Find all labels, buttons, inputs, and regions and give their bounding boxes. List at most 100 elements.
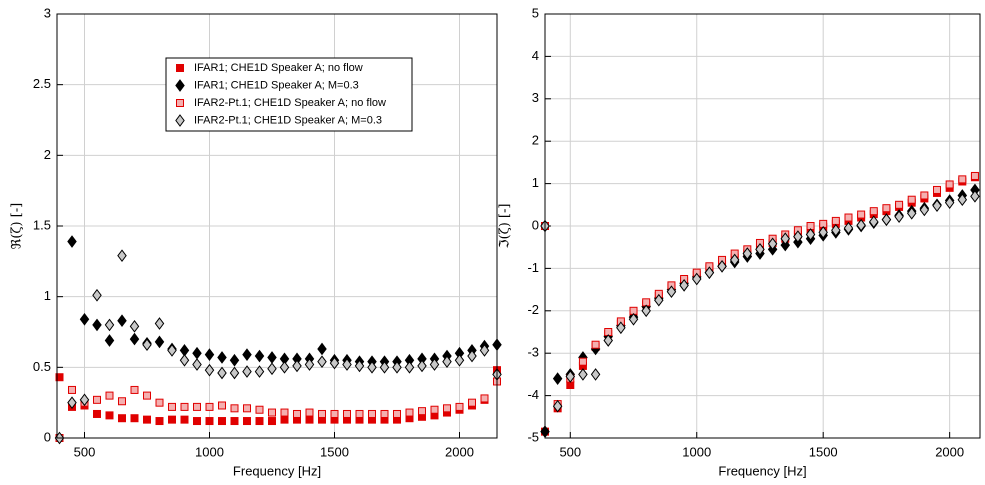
data-point <box>831 216 840 225</box>
data-point <box>218 417 226 426</box>
data-point <box>442 355 452 369</box>
data-point <box>443 404 451 413</box>
data-point <box>154 317 165 330</box>
x-tick-label: 1000 <box>682 444 711 459</box>
data-point <box>93 395 101 404</box>
data-point <box>254 349 265 363</box>
data-point <box>279 361 290 374</box>
data-point <box>552 372 563 385</box>
data-point <box>92 318 102 332</box>
data-point <box>379 361 390 374</box>
data-point <box>104 334 115 347</box>
data-point <box>856 218 866 232</box>
data-point <box>305 408 314 417</box>
x-tick-label: 500 <box>559 444 581 459</box>
y-tick-label: 2 <box>44 147 51 162</box>
data-point <box>405 408 414 417</box>
data-point <box>168 402 176 411</box>
data-point <box>243 417 251 426</box>
data-point <box>355 409 364 418</box>
y-tick-label: -5 <box>527 429 539 444</box>
data-point <box>454 353 465 367</box>
data-point <box>907 195 916 204</box>
x-tick-label: 2000 <box>445 444 474 459</box>
y-tick-label: -1 <box>527 260 539 275</box>
data-point <box>717 259 727 273</box>
data-point <box>831 223 841 237</box>
data-point <box>793 230 803 243</box>
data-point <box>780 238 791 252</box>
legend-marker <box>175 114 185 127</box>
x-tick-label: 500 <box>74 444 96 459</box>
legend-label: IFAR2-Pt.1; CHE1D Speaker A; M=0.3 <box>194 114 382 126</box>
data-point <box>869 207 878 216</box>
data-point <box>104 318 115 332</box>
data-point <box>957 193 968 207</box>
data-point <box>628 312 639 326</box>
data-point <box>843 221 854 235</box>
data-point <box>118 414 126 423</box>
data-point <box>143 391 151 400</box>
data-point <box>180 402 189 411</box>
y-tick-label: 4 <box>532 48 539 63</box>
data-point <box>255 417 264 426</box>
data-point <box>117 314 127 328</box>
data-point <box>317 342 327 356</box>
data-point <box>317 355 327 369</box>
data-point <box>92 288 102 302</box>
data-point <box>654 293 664 307</box>
x-tick-label: 1500 <box>320 444 349 459</box>
data-point <box>616 321 626 335</box>
data-point <box>945 180 954 189</box>
data-point <box>79 393 90 407</box>
data-point <box>679 279 689 292</box>
data-point <box>591 340 600 349</box>
data-point <box>895 200 904 209</box>
data-point <box>844 213 853 222</box>
data-point <box>417 359 427 373</box>
data-point <box>418 407 426 416</box>
data-point <box>280 408 289 417</box>
y-tick-label: -4 <box>527 387 539 402</box>
x-tick-label: 2000 <box>935 444 964 459</box>
data-point <box>193 402 201 411</box>
data-point <box>590 368 601 381</box>
data-point <box>578 368 588 381</box>
data-point <box>578 357 587 366</box>
plot-frame <box>544 13 981 439</box>
data-point <box>691 272 702 286</box>
data-point <box>755 242 765 256</box>
data-point <box>780 232 791 246</box>
x-tick-label: 1000 <box>195 444 224 459</box>
data-point <box>193 417 201 426</box>
data-point <box>343 409 351 418</box>
data-point <box>168 415 176 424</box>
data-point <box>392 361 402 374</box>
data-point <box>305 415 314 424</box>
data-point <box>117 249 127 263</box>
data-point <box>906 206 917 220</box>
data-point <box>204 363 215 377</box>
y-tick-label: 0 <box>532 217 539 232</box>
data-point <box>230 417 239 426</box>
data-point <box>105 391 114 400</box>
x-axis-label: Frequency [Hz] <box>233 463 321 478</box>
data-point <box>933 185 942 194</box>
data-point <box>292 359 302 373</box>
data-point <box>881 213 892 226</box>
data-point <box>268 408 276 417</box>
data-point <box>267 362 277 376</box>
y-tick-label: 0.5 <box>33 359 51 374</box>
data-point <box>552 399 563 413</box>
data-point <box>67 396 77 409</box>
data-point <box>55 373 64 382</box>
y-tick-label: 2 <box>532 133 539 148</box>
data-point <box>932 199 942 212</box>
y-tick-label: -2 <box>527 302 539 317</box>
data-point <box>242 365 252 378</box>
data-point <box>143 415 151 424</box>
y-tick-label: -3 <box>527 345 539 360</box>
data-point <box>429 358 440 371</box>
data-point <box>130 385 139 394</box>
